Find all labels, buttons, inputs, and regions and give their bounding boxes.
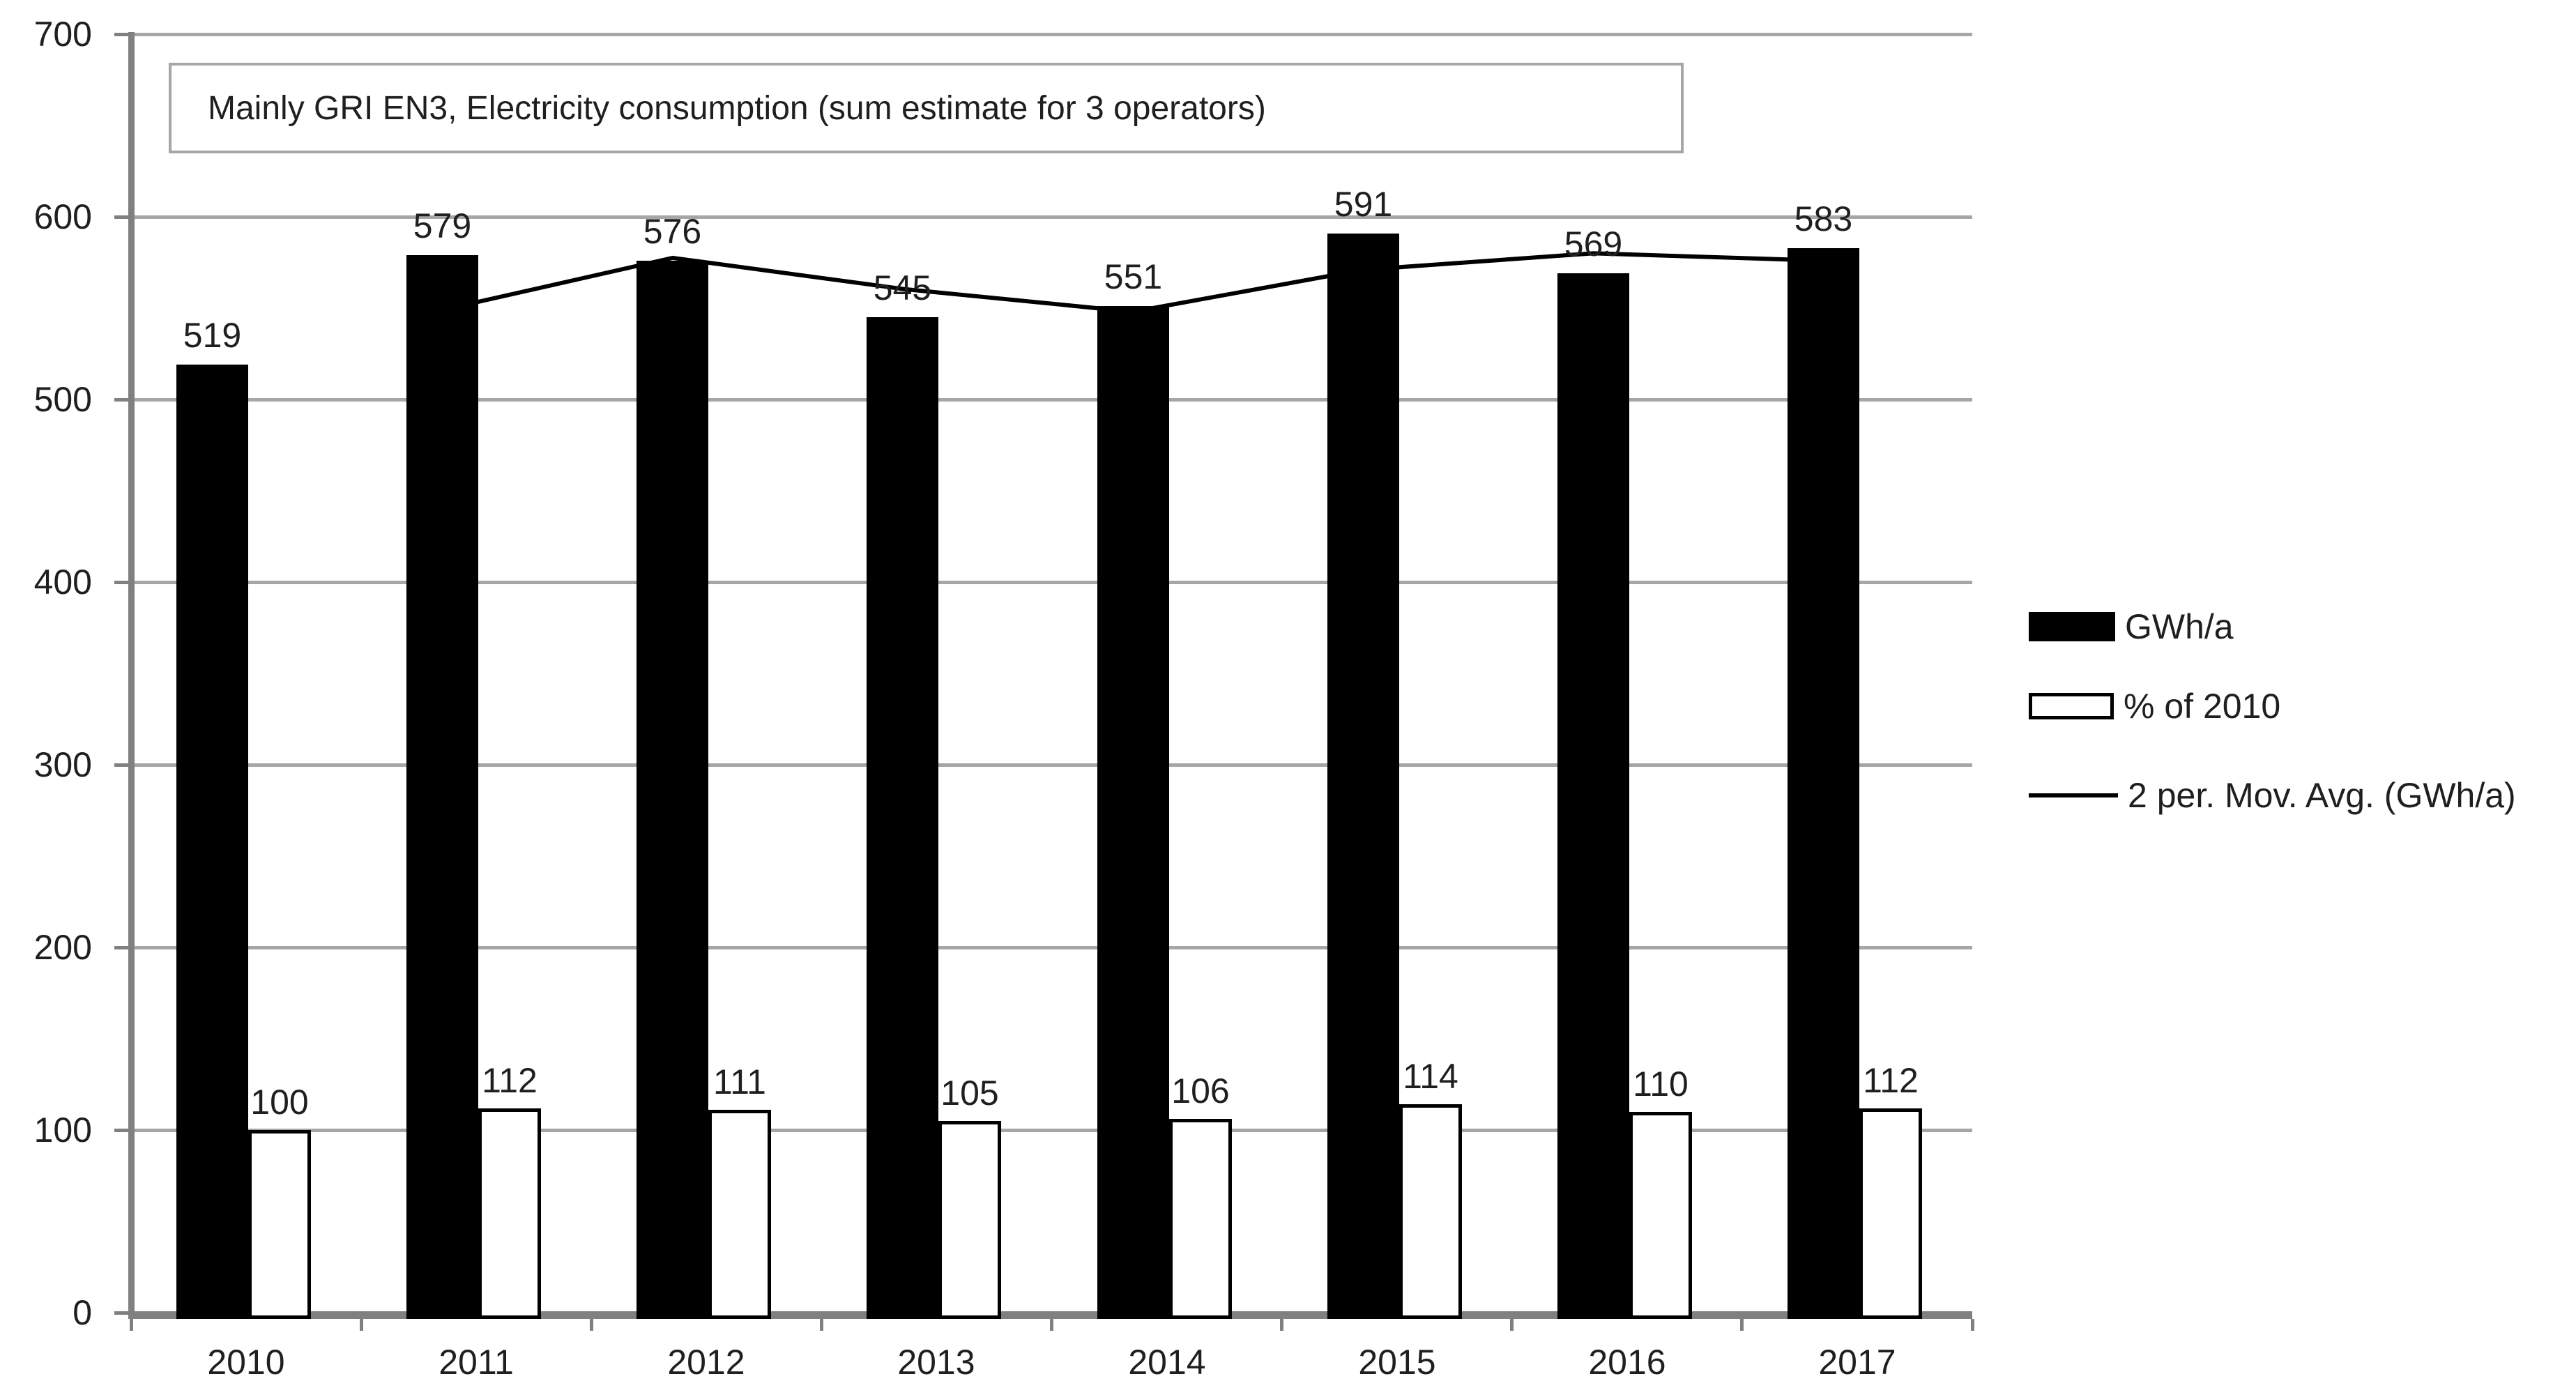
y-axis-tick-500: [114, 398, 128, 402]
x-axis-label-2014: 2014: [1128, 1343, 1206, 1382]
legend-item-movavg: 2 per. Mov. Avg. (GWh/a): [2029, 776, 2516, 815]
bar-pct-2012: [708, 1110, 771, 1319]
data-label-gwh-2016: 569: [1564, 224, 1623, 264]
legend-label-movavg: 2 per. Mov. Avg. (GWh/a): [2128, 776, 2516, 815]
gridline-700: [128, 33, 1972, 36]
legend-swatch-pct-icon: [2029, 693, 2114, 719]
bar-pct-2017: [1859, 1108, 1922, 1319]
y-axis-label-100: 100: [33, 1110, 92, 1150]
x-axis-tick-6: [1510, 1319, 1514, 1331]
bar-pct-2010: [248, 1130, 311, 1319]
data-label-gwh-2010: 519: [183, 316, 242, 355]
y-axis-label-300: 300: [33, 745, 92, 784]
data-label-gwh-2011: 579: [413, 206, 472, 245]
data-label-gwh-2012: 576: [643, 212, 702, 251]
bar-pct-2014: [1169, 1119, 1232, 1319]
data-label-pct-2012: 111: [712, 1062, 766, 1101]
bar-gwh-2015: [1327, 234, 1399, 1319]
x-axis-label-2010: 2010: [207, 1343, 285, 1382]
data-label-gwh-2015: 591: [1334, 185, 1393, 224]
data-label-gwh-2014: 551: [1104, 257, 1163, 296]
y-axis-line: [128, 32, 135, 1319]
x-axis-label-2011: 2011: [439, 1343, 514, 1382]
data-label-gwh-2013: 545: [873, 268, 932, 307]
y-axis-tick-100: [114, 1129, 128, 1132]
x-axis-tick-7: [1740, 1319, 1744, 1331]
bar-gwh-2017: [1788, 248, 1859, 1319]
bar-gwh-2013: [867, 317, 938, 1319]
bar-pct-2011: [478, 1108, 541, 1319]
y-axis-label-600: 600: [33, 197, 92, 236]
legend-label-gwh: GWh/a: [2125, 607, 2234, 646]
chart-title-box: Mainly GRI EN3, Electricity consumption …: [169, 63, 1684, 153]
y-axis-tick-200: [114, 946, 128, 949]
x-axis-tick-2: [590, 1319, 593, 1331]
x-axis-tick-0: [130, 1319, 133, 1331]
chart-title: Mainly GRI EN3, Electricity consumption …: [208, 89, 1266, 127]
bar-gwh-2014: [1097, 306, 1169, 1319]
data-label-pct-2015: 114: [1403, 1057, 1458, 1096]
legend-item-gwh: GWh/a: [2029, 607, 2234, 646]
bar-pct-2013: [938, 1121, 1001, 1319]
data-label-pct-2011: 112: [482, 1061, 538, 1100]
y-axis-tick-300: [114, 763, 128, 767]
y-axis-label-400: 400: [33, 563, 92, 602]
gridline-500: [128, 398, 1972, 402]
y-axis-label-0: 0: [73, 1293, 92, 1332]
legend-swatch-gwh-icon: [2029, 612, 2115, 641]
gridline-200: [128, 946, 1972, 949]
x-axis-label-2013: 2013: [897, 1343, 975, 1382]
y-axis-label-700: 700: [33, 15, 92, 54]
gridline-100: [128, 1129, 1972, 1132]
gridline-600: [128, 215, 1972, 219]
gridline-400: [128, 581, 1972, 584]
bar-gwh-2016: [1557, 273, 1629, 1319]
x-axis-tick-3: [820, 1319, 823, 1331]
x-axis-tick-8: [1971, 1319, 1974, 1331]
y-axis-label-200: 200: [33, 928, 92, 967]
x-axis-label-2016: 2016: [1588, 1343, 1666, 1382]
data-label-gwh-2017: 583: [1794, 199, 1853, 238]
y-axis-tick-700: [114, 33, 128, 36]
legend-item-pct: % of 2010: [2029, 687, 2280, 726]
legend-swatch-movavg-icon: [2029, 793, 2118, 797]
x-axis-label-2015: 2015: [1358, 1343, 1436, 1382]
data-label-pct-2016: 110: [1633, 1064, 1689, 1104]
data-label-pct-2017: 112: [1863, 1061, 1919, 1100]
bar-pct-2015: [1399, 1104, 1462, 1319]
data-label-pct-2014: 106: [1171, 1071, 1230, 1110]
y-axis-label-500: 500: [33, 380, 92, 419]
y-axis-tick-0: [114, 1311, 128, 1315]
bar-gwh-2012: [637, 261, 708, 1319]
x-axis-label-2017: 2017: [1818, 1343, 1896, 1382]
x-axis-tick-4: [1050, 1319, 1053, 1331]
x-axis-tick-1: [360, 1319, 363, 1331]
legend-label-pct: % of 2010: [2124, 687, 2281, 726]
x-axis-tick-5: [1280, 1319, 1283, 1331]
x-axis-label-2012: 2012: [667, 1343, 745, 1382]
data-label-pct-2010: 100: [250, 1083, 309, 1122]
gridline-300: [128, 763, 1972, 767]
x-axis-line: [128, 1311, 1972, 1319]
y-axis-tick-600: [114, 215, 128, 219]
bar-pct-2016: [1629, 1112, 1692, 1319]
bar-gwh-2011: [406, 255, 478, 1319]
data-label-pct-2013: 105: [940, 1074, 999, 1113]
y-axis-tick-400: [114, 581, 128, 584]
bar-gwh-2010: [176, 365, 248, 1319]
